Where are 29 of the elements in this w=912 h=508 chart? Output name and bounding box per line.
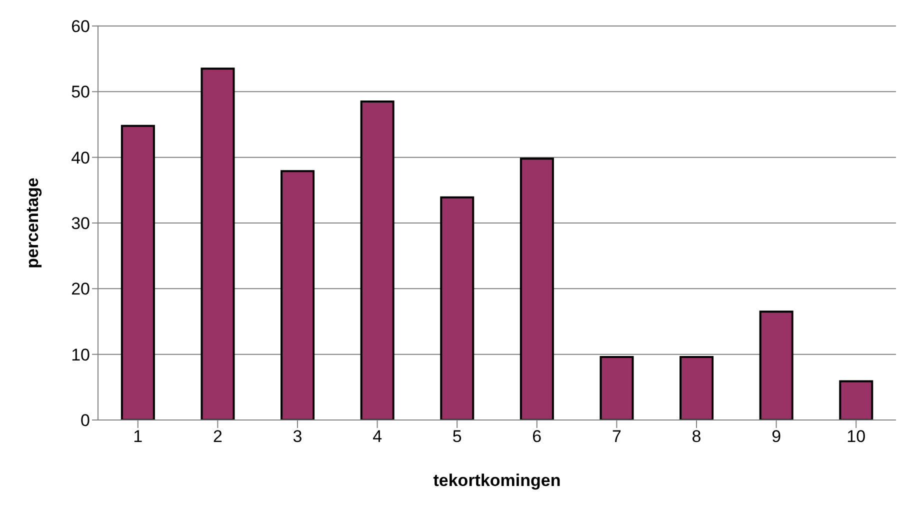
bar [839,380,874,420]
y-axis-title: percentage [23,178,42,268]
x-tick-label: 1 [133,427,143,446]
y-tick-label: 60 [71,17,90,36]
y-tick-label: 20 [71,280,90,299]
x-tick-label: 4 [372,427,382,446]
y-tick-label: 0 [80,411,90,430]
x-axis-title: tekortkomingen [433,471,561,490]
bar [759,310,794,420]
y-tick-label: 30 [71,214,90,234]
bar [600,356,634,420]
bar [120,124,155,420]
x-tick-label: 9 [772,427,782,446]
y-tick-label: 50 [71,82,90,102]
x-tick-label: 10 [846,427,866,446]
x-tick-label: 3 [292,427,302,446]
x-tick-label: 7 [612,427,622,446]
bar [280,170,315,420]
y-tick-label: 40 [71,148,90,168]
x-tick-label: 5 [452,427,462,446]
bar [520,158,554,420]
bar [360,100,394,420]
bar [200,68,235,420]
x-tick-label: 6 [532,427,542,446]
bar [680,356,714,420]
bar [440,196,474,420]
x-tick-label: 8 [692,427,702,446]
x-tick-label: 2 [212,427,222,446]
y-tick-label: 10 [71,345,90,364]
